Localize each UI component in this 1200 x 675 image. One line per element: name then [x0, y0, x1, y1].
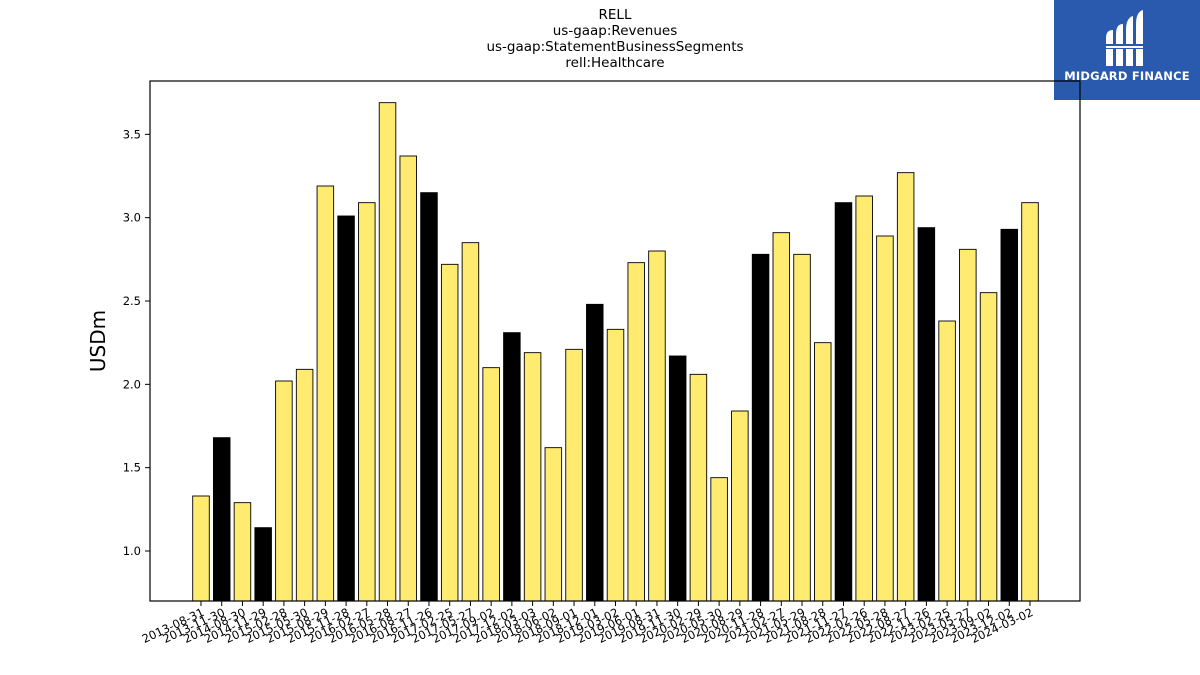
bar-2015-05-30 [295, 368, 314, 602]
title-line-ticker: RELL [598, 7, 632, 23]
bar-2019-06-01 [627, 262, 645, 602]
title-line-member: rell:Healthcare [565, 55, 665, 71]
bar-2016-02-27 [358, 202, 376, 602]
bar-2023-02-25 [938, 320, 956, 602]
midgard-logo-icon [1106, 10, 1143, 66]
bar-2018-06-02 [544, 447, 563, 602]
midgard-finance-logo: MIDGARD FINANCE [1054, 0, 1200, 100]
bar-2020-11-28 [751, 253, 770, 602]
logo-text: MIDGARD FINANCE [1064, 69, 1190, 83]
bar-2014-11-29 [254, 527, 272, 602]
title-line-axis: us-gaap:StatementBusinessSegments [486, 39, 744, 55]
y-tick-label: 2.5 [123, 294, 141, 308]
bar-2022-05-28 [876, 235, 894, 602]
bar-2015-02-28 [275, 380, 293, 602]
bar-2017-12-02 [503, 332, 521, 602]
bar-2018-03-03 [523, 352, 542, 602]
y-tick-label: 1.5 [123, 461, 141, 475]
bar-2019-08-31 [648, 250, 666, 602]
bar-2015-11-28 [337, 215, 355, 602]
bar-2018-12-01 [586, 303, 604, 602]
y-tick-label: 3.5 [123, 127, 141, 141]
y-tick-label: 1.0 [123, 544, 141, 558]
bar-2020-02-29 [689, 373, 708, 602]
bar-2020-05-30 [710, 477, 728, 602]
bar-2019-03-02 [606, 328, 625, 602]
y-tick-label: 2.0 [123, 377, 141, 391]
bar-2016-11-26 [420, 192, 438, 602]
bar-2024-03-02 [1021, 202, 1039, 602]
y-tick-label: 3.0 [123, 211, 141, 225]
bar-2017-09-02 [482, 367, 500, 602]
bar-2018-09-01 [565, 348, 583, 602]
bar-2023-12-02 [1000, 228, 1019, 602]
bar-2014-08-30 [233, 502, 252, 602]
bar-2017-02-25 [440, 263, 459, 602]
bar-2019-11-30 [668, 355, 687, 602]
bar-2016-08-27 [399, 155, 417, 602]
y-axis-label: USDm [86, 310, 110, 372]
bar-2022-02-26 [855, 195, 873, 602]
bar-2021-05-29 [793, 253, 811, 602]
bar-2020-08-29 [731, 410, 749, 602]
bar-2016-05-28 [378, 102, 397, 602]
bar-2022-11-26 [917, 227, 936, 602]
bar-2013-08-31 [192, 495, 210, 602]
title-line-concept: us-gaap:Revenues [552, 23, 678, 39]
chart-title: RELL us-gaap:Revenues us-gaap:StatementB… [150, 7, 1080, 71]
bar-2021-11-27 [834, 202, 853, 602]
bar-2021-08-28 [814, 342, 832, 602]
bar-2023-05-27 [959, 248, 977, 602]
bar-2022-08-27 [896, 172, 915, 602]
bar-2013-11-30 [212, 437, 231, 602]
bar-2015-08-29 [316, 185, 335, 602]
bar-2021-02-27 [772, 232, 791, 602]
bar-2023-09-02 [979, 292, 998, 602]
bar-2017-05-27 [461, 242, 480, 602]
